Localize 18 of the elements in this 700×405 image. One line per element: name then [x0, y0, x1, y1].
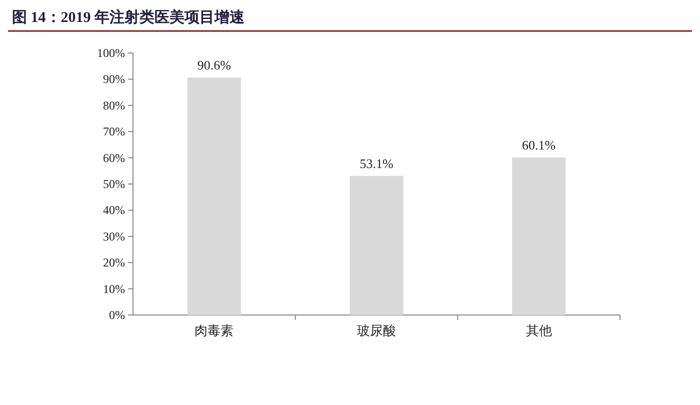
y-tick-label: 50% — [103, 177, 125, 191]
y-tick-label: 80% — [103, 98, 125, 112]
y-tick-label: 30% — [103, 229, 125, 244]
x-tick-label: 肉毒素 — [194, 323, 234, 338]
y-tick-label: 10% — [103, 282, 125, 296]
y-tick-label: 0% — [109, 308, 125, 322]
title: 图 14：2019 年注射类医美项目增速 — [12, 10, 244, 26]
y-tick-label: 20% — [103, 256, 125, 270]
x-tick-label: 其他 — [526, 323, 552, 338]
y-tick-label: 60% — [103, 150, 125, 165]
x-tick-label: 玻尿酸 — [357, 323, 396, 338]
data-label: 53.1% — [360, 156, 394, 171]
y-tick-label: 90% — [103, 72, 125, 86]
data-label: 90.6% — [197, 58, 232, 73]
y-tick-label: 100% — [97, 46, 125, 60]
y-tick-label: 40% — [103, 203, 125, 218]
data-label: 60.1% — [522, 138, 556, 153]
y-tick-label: 70% — [103, 124, 125, 139]
